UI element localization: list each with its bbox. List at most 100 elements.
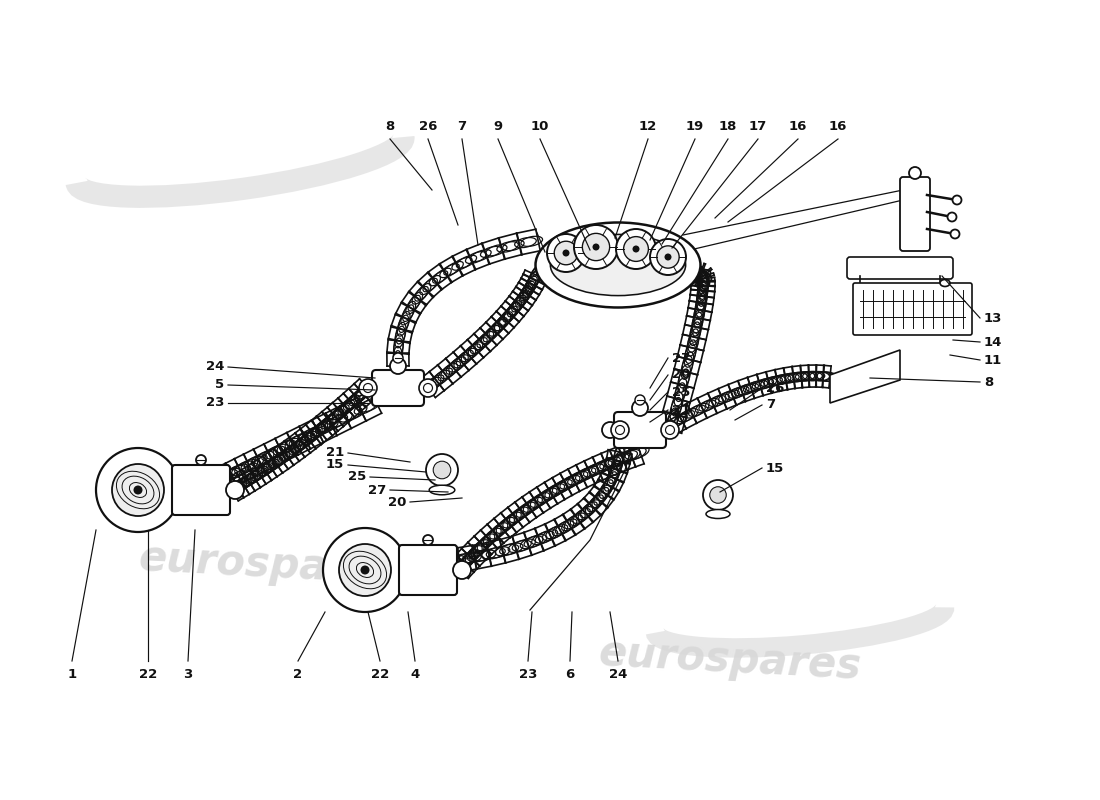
- Text: 10: 10: [531, 120, 549, 133]
- Polygon shape: [474, 530, 497, 554]
- Text: 16: 16: [828, 120, 847, 133]
- Polygon shape: [578, 498, 601, 522]
- Circle shape: [662, 422, 678, 438]
- Circle shape: [562, 250, 570, 257]
- Text: 1: 1: [67, 668, 77, 681]
- Polygon shape: [537, 482, 558, 508]
- Polygon shape: [420, 372, 444, 398]
- Ellipse shape: [940, 279, 950, 286]
- Polygon shape: [480, 322, 503, 345]
- Polygon shape: [332, 398, 354, 422]
- Text: 22: 22: [371, 668, 389, 681]
- Circle shape: [664, 254, 671, 261]
- Polygon shape: [287, 426, 310, 455]
- Text: 14: 14: [984, 335, 1002, 349]
- Polygon shape: [529, 487, 550, 513]
- Polygon shape: [499, 234, 522, 259]
- Polygon shape: [338, 394, 360, 417]
- Circle shape: [657, 246, 679, 268]
- Circle shape: [554, 242, 578, 265]
- Polygon shape: [326, 406, 351, 435]
- Text: 9: 9: [494, 120, 503, 133]
- Polygon shape: [455, 549, 480, 572]
- Polygon shape: [618, 443, 636, 470]
- Polygon shape: [593, 454, 611, 480]
- Polygon shape: [409, 282, 433, 306]
- Polygon shape: [300, 425, 321, 449]
- Circle shape: [133, 486, 143, 494]
- Polygon shape: [583, 492, 607, 514]
- Polygon shape: [516, 282, 539, 300]
- Polygon shape: [210, 467, 229, 493]
- Polygon shape: [482, 238, 505, 264]
- Polygon shape: [428, 264, 452, 290]
- Polygon shape: [544, 478, 565, 504]
- Polygon shape: [708, 389, 727, 414]
- Polygon shape: [690, 294, 714, 304]
- Polygon shape: [524, 270, 547, 284]
- Polygon shape: [218, 463, 236, 490]
- Polygon shape: [663, 396, 690, 418]
- Text: 26: 26: [766, 382, 784, 394]
- Text: 11: 11: [984, 354, 1002, 366]
- Circle shape: [419, 379, 437, 397]
- Polygon shape: [667, 382, 694, 402]
- Circle shape: [632, 400, 648, 416]
- Polygon shape: [517, 230, 540, 254]
- Circle shape: [339, 544, 390, 596]
- Polygon shape: [458, 546, 476, 571]
- Circle shape: [950, 230, 959, 238]
- Polygon shape: [453, 250, 475, 276]
- Polygon shape: [560, 469, 580, 495]
- Text: 23: 23: [206, 397, 224, 410]
- Polygon shape: [685, 316, 711, 330]
- Polygon shape: [322, 407, 343, 431]
- Polygon shape: [279, 441, 299, 465]
- Polygon shape: [387, 340, 410, 354]
- Polygon shape: [306, 421, 327, 444]
- Text: 25: 25: [672, 386, 691, 398]
- Polygon shape: [602, 465, 627, 482]
- Polygon shape: [177, 486, 190, 510]
- Text: 21: 21: [326, 446, 344, 459]
- Polygon shape: [388, 327, 412, 343]
- FancyBboxPatch shape: [847, 257, 953, 279]
- Polygon shape: [680, 334, 706, 350]
- Circle shape: [582, 234, 609, 261]
- Circle shape: [574, 225, 618, 269]
- Circle shape: [361, 566, 370, 574]
- Polygon shape: [402, 292, 427, 314]
- Polygon shape: [570, 503, 593, 529]
- Polygon shape: [606, 450, 631, 463]
- Text: 8: 8: [984, 375, 993, 389]
- Text: 27: 27: [672, 351, 691, 365]
- Polygon shape: [683, 325, 708, 340]
- Polygon shape: [576, 461, 595, 487]
- Polygon shape: [767, 370, 780, 394]
- Circle shape: [112, 464, 164, 516]
- Polygon shape: [466, 243, 490, 270]
- Text: 5: 5: [214, 378, 224, 391]
- Polygon shape: [691, 273, 714, 282]
- Polygon shape: [678, 345, 704, 362]
- Polygon shape: [675, 404, 696, 429]
- Text: 23: 23: [519, 668, 537, 681]
- Text: 26: 26: [419, 120, 437, 133]
- Text: 20: 20: [387, 495, 406, 509]
- Polygon shape: [236, 470, 255, 494]
- Polygon shape: [268, 449, 288, 473]
- Text: 7: 7: [458, 120, 466, 133]
- Polygon shape: [289, 433, 310, 457]
- FancyBboxPatch shape: [852, 283, 972, 335]
- Polygon shape: [453, 346, 476, 370]
- Polygon shape: [496, 306, 519, 327]
- Text: 15: 15: [766, 462, 784, 474]
- Circle shape: [624, 237, 648, 262]
- Polygon shape: [816, 365, 824, 387]
- Polygon shape: [295, 429, 316, 453]
- Polygon shape: [690, 290, 715, 298]
- Circle shape: [547, 234, 585, 272]
- Circle shape: [710, 486, 726, 503]
- Text: 7: 7: [766, 398, 775, 411]
- Polygon shape: [822, 366, 832, 388]
